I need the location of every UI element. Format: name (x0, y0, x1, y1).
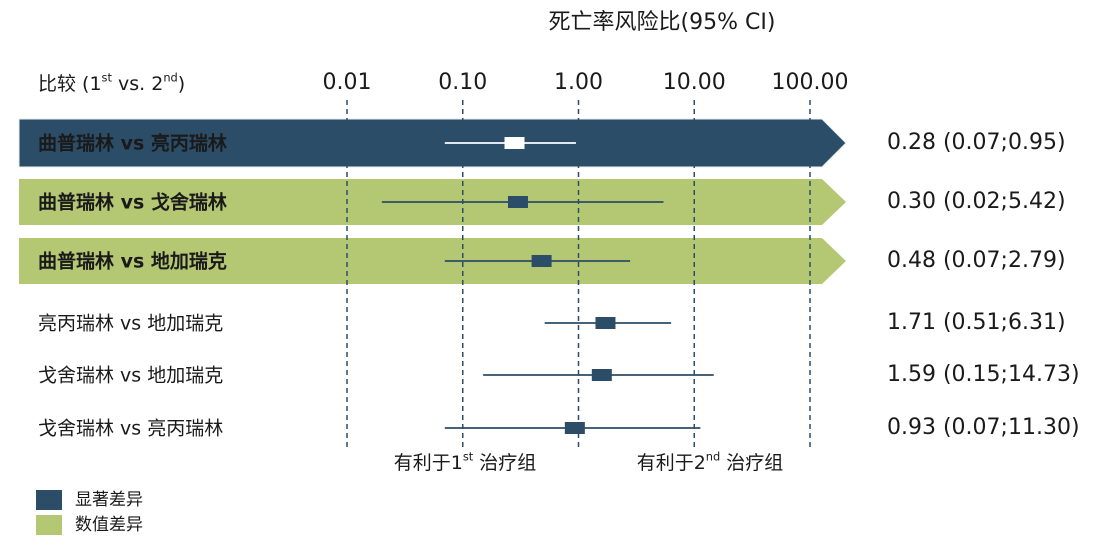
annotation: 有利于2nd 治疗组 (637, 449, 784, 474)
value-label: 0.28 (0.07;0.95) (887, 130, 1066, 155)
row-label: 亮丙瑞林 vs 地加瑞克 (38, 313, 223, 335)
estimate-box (504, 137, 525, 149)
estimate-box (507, 196, 528, 208)
x-tick-label: 10.00 (663, 70, 726, 95)
value-label: 0.30 (0.02;5.42) (887, 189, 1066, 214)
annotation-part: 有利于1 (394, 452, 463, 474)
legend-swatch (36, 515, 62, 535)
row-banner (19, 238, 846, 284)
estimate-box (595, 317, 616, 329)
estimate-box (564, 422, 585, 434)
column-header-part: ) (178, 73, 185, 95)
row-label: 戈舍瑞林 vs 亮丙瑞林 (38, 418, 223, 440)
annotation-part: nd (706, 449, 720, 463)
legend-label: 显著差异 (75, 490, 143, 510)
annotation-part: st (463, 449, 474, 463)
estimate-box (591, 369, 612, 381)
annotation: 有利于1st 治疗组 (394, 449, 537, 474)
column-header: 比较 (1st vs. 2nd) (38, 70, 185, 95)
annotation-part: 治疗组 (720, 452, 783, 474)
estimate-box (531, 255, 552, 267)
x-tick-label: 100.00 (772, 70, 849, 95)
x-tick-label: 0.10 (438, 70, 487, 95)
chart-title: 死亡率风险比(95% CI) (549, 10, 776, 35)
value-label: 1.59 (0.15;14.73) (887, 362, 1080, 387)
row-label: 曲普瑞林 vs 戈舍瑞林 (38, 191, 227, 214)
row-banner (18, 118, 847, 168)
column-header-part: vs. 2 (112, 73, 163, 95)
x-tick-label: 1.00 (554, 70, 603, 95)
annotation-part: 有利于2 (637, 452, 706, 474)
row-label: 曲普瑞林 vs 地加瑞克 (38, 250, 227, 273)
column-header-part: 比较 (1 (38, 73, 102, 95)
row-label: 戈舍瑞林 vs 地加瑞克 (38, 365, 223, 387)
value-label: 0.93 (0.07;11.30) (887, 415, 1080, 440)
column-header-part: nd (163, 70, 177, 84)
column-header-part: st (102, 70, 113, 84)
row-label: 曲普瑞林 vs 亮丙瑞林 (38, 132, 227, 155)
value-label: 0.48 (0.07;2.79) (887, 248, 1066, 273)
x-tick-label: 0.01 (323, 70, 372, 95)
value-label: 1.71 (0.51;6.31) (887, 310, 1066, 335)
legend-label: 数值差异 (75, 515, 143, 535)
annotation-part: 治疗组 (473, 452, 536, 474)
legend-swatch (36, 490, 62, 510)
